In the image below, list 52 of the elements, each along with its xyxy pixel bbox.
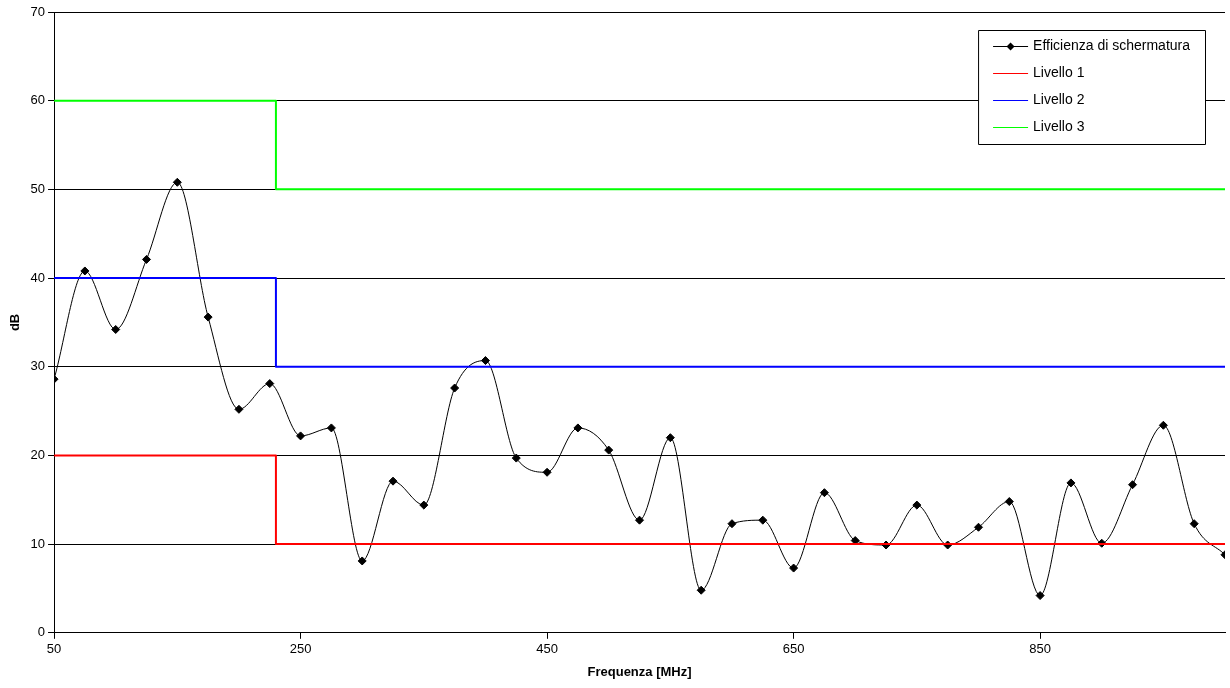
- point: [1035, 591, 1045, 601]
- point: [727, 519, 737, 529]
- point: [789, 563, 799, 573]
- point: [1158, 420, 1168, 430]
- y-tick-label: 10: [30, 535, 46, 551]
- x-tick-label: 250: [289, 641, 312, 657]
- legend-label: Livello 2: [1033, 91, 1085, 108]
- point: [635, 515, 645, 525]
- point: [573, 423, 583, 433]
- point: [758, 515, 768, 525]
- point: [172, 177, 182, 187]
- point: [80, 266, 90, 276]
- point: [142, 254, 151, 264]
- x-tick-label: 50: [46, 641, 62, 657]
- y-tick-label: 0: [37, 624, 46, 640]
- point: [819, 488, 829, 498]
- point: [265, 379, 275, 389]
- legend-label: Efficienza di schermatura: [1033, 37, 1191, 54]
- point: [604, 445, 614, 455]
- point: [111, 325, 121, 334]
- point: [1004, 497, 1014, 507]
- x-axis-title: Frequenza [MHz]: [587, 663, 692, 679]
- point: [480, 356, 490, 366]
- point: [203, 312, 213, 322]
- point: [357, 556, 367, 566]
- point: [296, 431, 306, 441]
- x-tick-label: 450: [536, 641, 558, 657]
- point: [1128, 480, 1138, 490]
- point: [511, 453, 521, 463]
- y-tick-label: 20: [30, 447, 46, 463]
- point: [696, 585, 706, 595]
- point: [1189, 519, 1199, 529]
- point: [326, 423, 336, 433]
- point: [234, 404, 244, 414]
- x-tick-label: 850: [1029, 641, 1051, 657]
- point: [912, 500, 922, 510]
- point: [665, 433, 675, 443]
- y-tick-label: 70: [30, 3, 46, 19]
- y-axis-title: dB: [7, 313, 23, 332]
- point: [1066, 478, 1076, 488]
- y-tick-label: 60: [30, 92, 46, 108]
- y-tick-label: 40: [30, 269, 46, 285]
- point: [542, 467, 552, 477]
- point: [973, 522, 983, 532]
- y-tick-label: 50: [30, 180, 46, 196]
- legend-label: Livello 3: [1033, 118, 1085, 135]
- point: [388, 476, 398, 486]
- point: [419, 500, 429, 510]
- x-tick-label: 650: [782, 641, 805, 657]
- point: [450, 383, 460, 393]
- legend-label: Livello 1: [1033, 64, 1085, 81]
- y-tick-label: 30: [30, 358, 46, 374]
